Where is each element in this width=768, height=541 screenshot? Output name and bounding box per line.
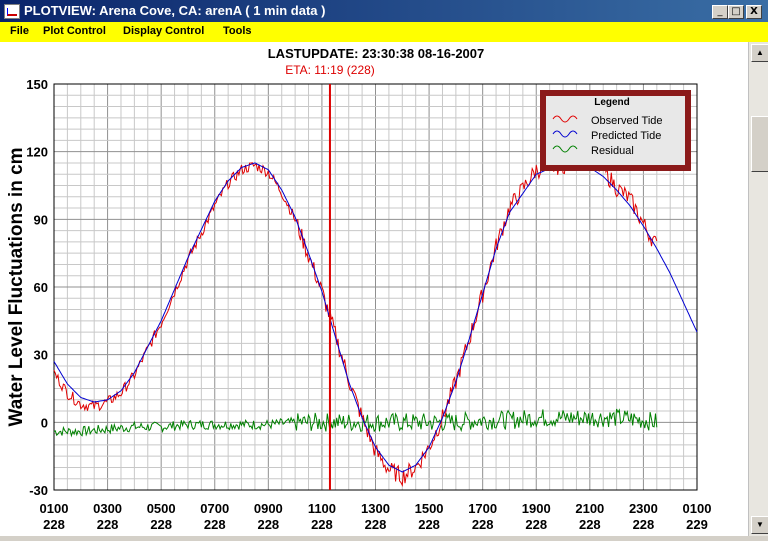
legend-residual-label: Residual xyxy=(591,145,634,157)
x-tick-time-label: 2300 xyxy=(629,501,658,516)
y-tick-label: 30 xyxy=(34,348,48,363)
maximize-button[interactable]: □ xyxy=(728,5,744,19)
last-update-text: LASTUPDATE: 23:30:38 08-16-2007 xyxy=(268,46,485,61)
x-tick-day-label: 228 xyxy=(97,517,119,532)
scroll-up-button[interactable]: ▲ xyxy=(751,44,768,62)
legend-box xyxy=(546,96,685,165)
x-tick-day-label: 228 xyxy=(311,517,333,532)
y-tick-label: 90 xyxy=(34,212,48,227)
x-tick-day-label: 228 xyxy=(633,517,655,532)
x-tick-day-label: 228 xyxy=(257,517,279,532)
scroll-thumb[interactable] xyxy=(751,116,768,172)
legend-observed-swatch xyxy=(552,115,578,123)
menu-bar: File Plot Control Display Control Tools xyxy=(0,22,768,42)
chart-legend: Legend Observed Tide Predicted Tide Resi… xyxy=(540,90,691,171)
x-tick-day-label: 228 xyxy=(365,517,387,532)
menu-file[interactable]: File xyxy=(10,25,29,37)
y-tick-label: 150 xyxy=(26,77,48,92)
x-axis-ticks: 0100228030022805002280700228090022811002… xyxy=(40,501,712,532)
legend-title: Legend xyxy=(594,97,630,108)
x-tick-time-label: 0100 xyxy=(40,501,69,516)
y-tick-label: -30 xyxy=(29,483,48,498)
x-tick-time-label: 0100 xyxy=(683,501,712,516)
x-tick-time-label: 1900 xyxy=(522,501,551,516)
x-tick-day-label: 229 xyxy=(686,517,708,532)
y-axis-label: Water Level Fluctuations in cm xyxy=(6,147,27,426)
x-tick-time-label: 0500 xyxy=(147,501,176,516)
series-observed-tide xyxy=(53,152,658,488)
series-residual xyxy=(53,408,658,438)
y-tick-label: 60 xyxy=(34,280,48,295)
legend-predicted-swatch xyxy=(552,130,578,138)
chart-grid xyxy=(53,83,698,491)
eta-text: ETA: 11:19 (228) xyxy=(285,63,375,77)
x-tick-day-label: 228 xyxy=(418,517,440,532)
x-tick-time-label: 1100 xyxy=(308,501,336,516)
x-tick-time-label: 0900 xyxy=(254,501,283,516)
plot-app-icon xyxy=(4,4,20,19)
title-bar: PLOTVIEW: Arena Cove, CA: arenA ( 1 min … xyxy=(0,0,768,22)
x-tick-time-label: 1300 xyxy=(361,501,390,516)
x-tick-day-label: 228 xyxy=(525,517,547,532)
window-title: PLOTVIEW: Arena Cove, CA: arenA ( 1 min … xyxy=(24,3,326,18)
menu-display-control[interactable]: Display Control xyxy=(123,25,205,37)
minimize-button[interactable]: _ xyxy=(712,5,728,19)
x-tick-time-label: 0300 xyxy=(93,501,122,516)
x-tick-time-label: 1500 xyxy=(415,501,444,516)
x-tick-day-label: 228 xyxy=(472,517,494,532)
x-tick-time-label: 2100 xyxy=(575,501,604,516)
legend-predicted-label: Predicted Tide xyxy=(591,130,661,142)
x-tick-day-label: 228 xyxy=(150,517,172,532)
plot-frame xyxy=(53,83,698,491)
x-tick-day-label: 228 xyxy=(579,517,601,532)
tide-chart: LASTUPDATE: 23:30:38 08-16-2007 ETA: 11:… xyxy=(6,46,712,532)
close-button[interactable]: X xyxy=(746,5,762,19)
legend-residual-swatch xyxy=(552,145,578,153)
legend-observed-label: Observed Tide xyxy=(591,115,663,127)
y-tick-label: 120 xyxy=(26,145,48,160)
x-tick-time-label: 1700 xyxy=(468,501,497,516)
y-axis-ticks: 150 120 90 60 30 0 -30 xyxy=(26,77,48,498)
vertical-scrollbar[interactable]: ▲ ▼ xyxy=(748,42,768,536)
scroll-down-button[interactable]: ▼ xyxy=(751,516,768,534)
menu-plot-control[interactable]: Plot Control xyxy=(43,25,106,37)
menu-tools[interactable]: Tools xyxy=(223,25,252,37)
x-tick-time-label: 0700 xyxy=(200,501,229,516)
plot-area: LASTUPDATE: 23:30:38 08-16-2007 ETA: 11:… xyxy=(0,42,748,536)
x-tick-day-label: 228 xyxy=(43,517,65,532)
y-tick-label: 0 xyxy=(41,415,48,430)
x-tick-day-label: 228 xyxy=(204,517,226,532)
